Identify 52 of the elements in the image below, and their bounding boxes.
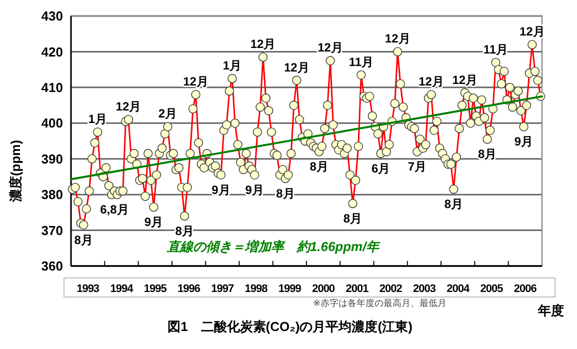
annotation: 9月 (245, 182, 264, 197)
y-tick-label: 360 (41, 258, 63, 274)
annotation: 12月 (318, 40, 343, 55)
x-tick-label: 2006 (514, 283, 537, 295)
annotation: 12月 (284, 60, 310, 74)
x-tick-label: 1993 (76, 283, 100, 295)
y-tick-label: 410 (41, 80, 63, 95)
x-tick-label: 1996 (178, 283, 200, 295)
y-tick-label: 400 (41, 116, 63, 131)
y-tick-label: 390 (41, 151, 63, 166)
text: 直線の傾き＝増加率 約1.66ppm/年 (166, 239, 382, 254)
x-tick-label: 2000 (312, 283, 335, 295)
annotation: 1月 (222, 58, 242, 72)
annotation: 12月 (418, 74, 444, 89)
annotation: 12月 (250, 37, 276, 52)
x-tick-label: 1994 (110, 283, 134, 295)
x-tick-label: 2004 (446, 283, 471, 295)
annotation: 12月 (183, 74, 208, 89)
y-tick-label: 430 (41, 8, 63, 24)
annotation: 2月 (158, 106, 178, 121)
annotation: 8月 (444, 197, 464, 212)
text: 図1 二酸化炭素(CO₂)の月平均濃度(江東) (168, 319, 412, 334)
y-tick-label: 380 (41, 187, 63, 202)
x-tick-label: 2001 (346, 283, 369, 295)
annotation: 7月 (408, 160, 427, 174)
annotation: 12月 (452, 72, 478, 87)
annotation: 6,8月 (100, 202, 129, 217)
x-tick-label: 2003 (413, 283, 436, 295)
annotation: 11月 (348, 54, 374, 69)
y-axis-title: 濃度(ppm) (8, 140, 23, 204)
x-tick-label: 2005 (480, 283, 504, 295)
annotation: 8月 (310, 160, 328, 174)
annotation: 9月 (212, 182, 230, 197)
text: ※赤字は各年度の最高月、最低月 (313, 298, 447, 308)
x-tick-label: 2002 (379, 283, 402, 295)
annotation: 9月 (514, 134, 534, 149)
annotation: 1月 (88, 112, 107, 126)
annotation: 12月 (116, 100, 142, 114)
annotation: 12月 (384, 32, 410, 46)
x-tick-label: 1995 (144, 283, 167, 295)
annotation: 12月 (519, 24, 545, 39)
annotation: 6月 (371, 162, 390, 176)
annotation: 8月 (74, 232, 93, 247)
x-axis-title: 年度 (537, 303, 564, 318)
y-tick-label: 370 (41, 222, 63, 238)
annotation: 8月 (478, 147, 497, 162)
x-tick-label: 1998 (244, 283, 268, 295)
annotation: 8月 (343, 212, 362, 226)
x-tick-label: 1999 (278, 283, 302, 295)
annotation: 9月 (144, 215, 164, 230)
y-tick-label: 420 (41, 44, 63, 60)
x-tick-label: 1997 (211, 283, 234, 295)
